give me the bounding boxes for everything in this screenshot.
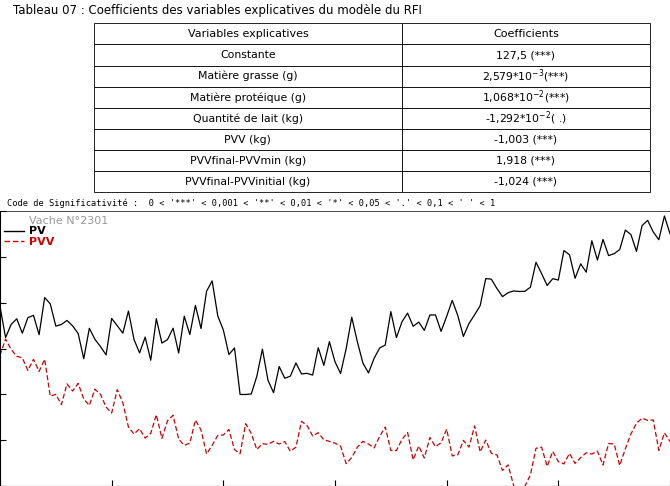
Bar xyxy=(94,66,402,87)
Text: PVV (kg): PVV (kg) xyxy=(224,135,271,145)
Text: 2,579*10$^{-3}$(***): 2,579*10$^{-3}$(***) xyxy=(482,68,570,85)
Text: PVVfinal-PVVinitial (kg): PVVfinal-PVVinitial (kg) xyxy=(186,177,310,187)
Text: Coefficients: Coefficients xyxy=(493,29,559,39)
Text: Code de Significativité :  0 < '***' < 0,001 < '**' < 0,01 < '*' < 0,05 < '.' < : Code de Significativité : 0 < '***' < 0,… xyxy=(7,198,495,208)
Text: -1,003 (***): -1,003 (***) xyxy=(494,135,557,145)
Bar xyxy=(402,108,650,129)
Text: 127,5 (***): 127,5 (***) xyxy=(496,50,555,60)
Bar xyxy=(94,87,402,108)
Bar xyxy=(94,108,402,129)
Bar xyxy=(402,45,650,66)
Bar xyxy=(402,87,650,108)
Bar xyxy=(94,129,402,150)
Bar xyxy=(94,150,402,171)
Text: -1,292*10$^{-2}$( .): -1,292*10$^{-2}$( .) xyxy=(485,110,567,127)
Text: PVVfinal-PVVmin (kg): PVVfinal-PVVmin (kg) xyxy=(190,156,306,166)
Bar xyxy=(94,45,402,66)
Bar xyxy=(402,150,650,171)
Text: Matière grasse (g): Matière grasse (g) xyxy=(198,71,297,82)
Text: Constante: Constante xyxy=(220,50,276,60)
Text: Tableau 07 : Coefficients des variables explicatives du modèle du RFI: Tableau 07 : Coefficients des variables … xyxy=(13,4,422,17)
Text: -1,024 (***): -1,024 (***) xyxy=(494,177,557,187)
Bar xyxy=(94,171,402,192)
Bar xyxy=(94,23,402,45)
Text: Matière protéique (g): Matière protéique (g) xyxy=(190,92,306,103)
Text: Variables explicatives: Variables explicatives xyxy=(188,29,308,39)
Text: 1,918 (***): 1,918 (***) xyxy=(496,156,555,166)
Text: Quantité de lait (kg): Quantité de lait (kg) xyxy=(193,113,303,124)
Bar xyxy=(402,129,650,150)
Legend: Vache N°2301, PV, PVV: Vache N°2301, PV, PVV xyxy=(3,215,109,248)
Text: 1,068*10$^{-2}$(***): 1,068*10$^{-2}$(***) xyxy=(482,88,570,106)
Bar xyxy=(402,23,650,45)
Bar xyxy=(402,66,650,87)
Bar xyxy=(402,171,650,192)
